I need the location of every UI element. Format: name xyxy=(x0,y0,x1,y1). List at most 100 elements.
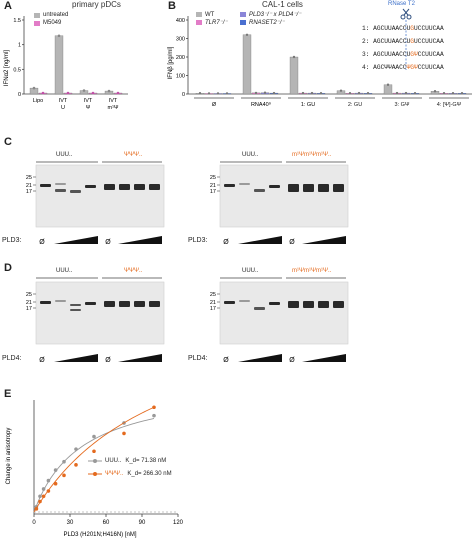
panel-e-ylabel: Change in anisotropy xyxy=(6,428,12,485)
gel-band xyxy=(134,301,145,307)
sequence-suffix: UCCUUCAA xyxy=(414,38,444,45)
panel-b-title: CAL-1 cells xyxy=(262,0,303,9)
gel-background xyxy=(219,281,349,345)
sequence-mod: G xyxy=(410,25,415,32)
legend-label: untreated xyxy=(43,12,69,18)
data-point xyxy=(107,89,111,93)
gel-band xyxy=(224,184,235,187)
concentration-wedge xyxy=(238,354,282,362)
x-label: Lipo xyxy=(33,98,43,104)
scatter-point xyxy=(38,494,42,499)
bar xyxy=(54,35,64,95)
panel-b-chart: IFNβ [pg/ml] 0 100 200 300 400 Ø RNA40⁹ 1: GU 2… xyxy=(168,16,472,108)
gel-c-right-label-1: UUU.. xyxy=(242,152,259,158)
scatter-point xyxy=(152,405,156,410)
y-tick-label: 0 xyxy=(18,92,21,98)
data-point xyxy=(198,92,202,95)
scatter-point xyxy=(152,413,156,418)
concentration-wedge xyxy=(54,236,98,244)
marker-label: 17 xyxy=(210,189,216,195)
legend-label: ΨΨΨ.. xyxy=(105,470,124,477)
scatter-point xyxy=(74,463,78,467)
legend-label: TLR7⁻/⁻ xyxy=(205,20,228,26)
data-point xyxy=(366,92,370,95)
gel-band xyxy=(333,184,344,192)
sequence-row-1: 1: AGCUUAACCUGUCCUUCAA xyxy=(362,22,444,35)
legend-item-pld-dko: PLD3⁻/⁻ x PLD4⁻/⁻ xyxy=(240,11,320,18)
panel-a-yticks: 0 0.5 1 1.5 xyxy=(13,18,24,98)
legend-swatch xyxy=(196,20,202,25)
y-tick-label: 1 xyxy=(18,43,21,49)
legend-swatch xyxy=(240,12,246,17)
y-tick-label: 400 xyxy=(176,18,185,24)
cut-line xyxy=(405,20,407,70)
marker-label: 17 xyxy=(26,306,32,312)
panel-e-chart: Change in anisotropy 0 30 60 90 120 PLD3 (H2… xyxy=(6,400,184,538)
x-label: IVT xyxy=(84,98,93,104)
gel-band xyxy=(85,302,96,305)
marker-label: 21 xyxy=(26,183,32,189)
data-point xyxy=(395,91,399,95)
sequence-suffix: UCCUUCAA xyxy=(414,25,444,32)
gel-band xyxy=(254,189,265,192)
legend-label: UUU.. xyxy=(105,457,122,464)
gel-d-right-label-2: m¹Ψm¹Ψm¹Ψ.. xyxy=(292,268,332,274)
data-point xyxy=(32,86,36,90)
sequence-prefix: AGCΨΨAACC xyxy=(373,64,407,71)
marker-label: 21 xyxy=(26,300,32,306)
gel-band xyxy=(104,184,115,190)
data-point xyxy=(207,92,211,95)
x-tick-label: 90 xyxy=(139,520,146,526)
gel-d-left-enzyme-label: PLD4: xyxy=(2,355,22,362)
marker-label: 25 xyxy=(26,292,32,298)
marker-label: 25 xyxy=(26,175,32,181)
legend-label: RNASET2⁻/⁻ xyxy=(249,20,285,26)
group-label: 4: [Ψ]-GΨ xyxy=(437,102,462,108)
gel-d-left-label-2: ΨΨΨ.. xyxy=(124,268,143,274)
gel-d-left-brackets xyxy=(36,277,162,279)
concentration-wedge xyxy=(238,236,282,244)
panel-b-bars xyxy=(195,33,467,95)
panel-b-yticks: 0 100 200 300 400 xyxy=(176,18,188,98)
panel-e-xlabel: PLD3 (H201N;H416N) [nM] xyxy=(63,532,136,538)
empty-lane-symbol: Ø xyxy=(289,357,295,364)
data-point xyxy=(82,89,86,92)
empty-lane-symbol: Ø xyxy=(105,239,111,246)
data-point xyxy=(66,91,70,95)
data-point xyxy=(357,91,361,95)
scatter-point xyxy=(62,459,66,464)
marker-label: 25 xyxy=(210,175,216,181)
sequence-list: 1: AGCUUAACCUGUCCUUCAA 2: AGCUUAACCUGUCC… xyxy=(362,22,444,74)
gel-band xyxy=(134,184,145,190)
empty-lane-symbol: Ø xyxy=(289,239,295,246)
panel-letter-a: A xyxy=(4,0,12,12)
group-label: 1: GU xyxy=(301,102,315,108)
concentration-wedge xyxy=(54,354,98,362)
gel-band xyxy=(333,301,344,308)
legend-kd: K_d= 71.38 nM xyxy=(125,457,167,464)
empty-lane-symbol: Ø xyxy=(223,239,229,246)
group-label: 2: GU xyxy=(348,102,362,108)
panel-a-bars xyxy=(29,34,123,95)
x-tick-label: 30 xyxy=(67,520,74,526)
legend-label: M5049 xyxy=(43,20,62,26)
x-label-sub: m¹Ψ xyxy=(107,105,118,111)
x-label: IVT xyxy=(109,98,118,104)
x-tick-label: 0 xyxy=(32,520,36,526)
sequence-row-2: 2: AGCUUAACCUGUCCUUCAA xyxy=(362,35,444,48)
gel-c-left-enzyme-label: PLD3: xyxy=(2,237,22,244)
data-point xyxy=(57,34,61,38)
y-tick-label: 0 xyxy=(182,92,185,98)
legend-label: PLD3⁻/⁻ x PLD4⁻/⁻ xyxy=(249,12,302,18)
gel-c-right-label-2: m¹Ψm¹Ψm¹Ψ.. xyxy=(292,152,332,158)
gel-band xyxy=(149,184,160,190)
gel-band xyxy=(119,301,130,307)
gel-d-left-label-1: UUU.. xyxy=(56,268,73,274)
gel-background xyxy=(35,164,165,228)
scissors-icon xyxy=(400,8,412,20)
gel-band xyxy=(288,301,299,308)
gel-band xyxy=(269,302,280,305)
